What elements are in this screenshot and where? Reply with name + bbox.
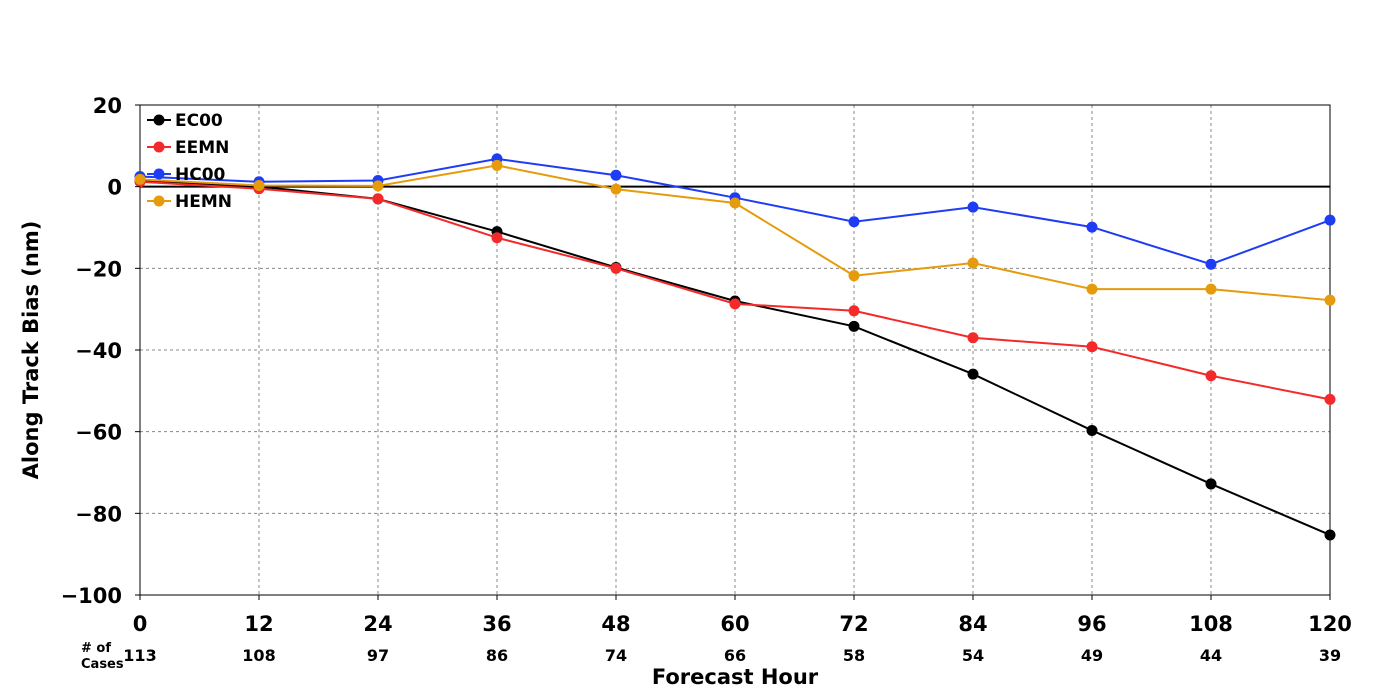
case-count: 113 bbox=[123, 646, 156, 665]
data-point-ec00 bbox=[1086, 424, 1098, 436]
y-axis-title: Along Track Bias (nm) bbox=[19, 221, 43, 480]
case-counts: 113 108 97 86 74 66 58 54 49 44 39 bbox=[123, 646, 1341, 665]
data-point-ec00 bbox=[1205, 478, 1217, 490]
case-count: 54 bbox=[962, 646, 984, 665]
data-point-hc00 bbox=[610, 169, 622, 181]
legend-label-ec00: EC00 bbox=[175, 111, 223, 131]
y-tick-labels: 20 0 −20 −40 −60 −80 −100 bbox=[61, 94, 140, 608]
data-point-hc00 bbox=[1324, 214, 1336, 226]
legend-marker-ec00 bbox=[153, 114, 165, 126]
series-hemn bbox=[134, 159, 1336, 306]
data-point-eemn bbox=[1205, 370, 1217, 382]
data-point-eemn bbox=[967, 332, 979, 344]
data-point-hemn bbox=[491, 159, 503, 171]
data-point-eemn bbox=[1324, 393, 1336, 405]
data-point-hemn bbox=[1086, 283, 1098, 295]
x-tick-label: 48 bbox=[601, 612, 630, 636]
data-point-hemn bbox=[372, 180, 384, 192]
series-lines bbox=[134, 153, 1336, 541]
case-count: 58 bbox=[843, 646, 865, 665]
cases-label-line-1: # of bbox=[81, 641, 111, 656]
data-point-eemn bbox=[491, 232, 503, 244]
y-tick-label: −100 bbox=[61, 584, 122, 608]
y-tick-label: 0 bbox=[107, 176, 122, 200]
y-tick-label: −40 bbox=[75, 339, 122, 363]
y-tick-label: 20 bbox=[93, 94, 122, 118]
series-line-hc00 bbox=[139, 157, 1331, 266]
legend-marker-eemn bbox=[153, 141, 165, 153]
legend-item-eemn: EEMN bbox=[147, 138, 229, 158]
data-point-hemn bbox=[967, 257, 979, 269]
x-tick-label: 96 bbox=[1077, 612, 1106, 636]
data-point-eemn bbox=[610, 262, 622, 274]
legend-label-hc00: HC00 bbox=[175, 165, 226, 185]
data-point-eemn bbox=[848, 305, 860, 317]
legend-item-ec00: EC00 bbox=[147, 111, 223, 131]
legend-label-hemn: HEMN bbox=[175, 192, 232, 212]
data-point-hc00 bbox=[1086, 221, 1098, 233]
y-tick-label: −80 bbox=[75, 502, 122, 526]
x-tick-label: 0 bbox=[133, 612, 148, 636]
legend-item-hemn: HEMN bbox=[147, 192, 232, 212]
case-count: 108 bbox=[242, 646, 275, 665]
case-count: 66 bbox=[724, 646, 746, 665]
data-point-eemn bbox=[729, 298, 741, 310]
series-hc00 bbox=[134, 153, 1336, 270]
case-count: 44 bbox=[1200, 646, 1222, 665]
case-count: 74 bbox=[605, 646, 627, 665]
x-tick-label: 120 bbox=[1308, 612, 1352, 636]
data-point-hemn bbox=[253, 179, 265, 191]
data-point-hemn bbox=[1324, 294, 1336, 306]
case-count: 97 bbox=[367, 646, 389, 665]
data-point-hemn bbox=[610, 183, 622, 195]
x-tick-label: 108 bbox=[1189, 612, 1233, 636]
data-point-hemn bbox=[1205, 283, 1217, 295]
data-point-hc00 bbox=[1205, 258, 1217, 270]
grid bbox=[140, 105, 1330, 595]
x-tick-label: 36 bbox=[482, 612, 511, 636]
x-tick-label: 60 bbox=[720, 612, 749, 636]
data-point-ec00 bbox=[1324, 529, 1336, 541]
legend-marker-hemn bbox=[153, 195, 165, 207]
legend-label-eemn: EEMN bbox=[175, 138, 229, 158]
cases-label-line-2: Cases bbox=[81, 657, 124, 672]
x-tick-label: 84 bbox=[958, 612, 987, 636]
x-tick-label: 24 bbox=[363, 612, 392, 636]
data-point-eemn bbox=[372, 193, 384, 205]
y-tick-label: −20 bbox=[75, 257, 122, 281]
case-count: 49 bbox=[1081, 646, 1103, 665]
x-axis-title: Forecast Hour bbox=[652, 665, 819, 689]
x-tick-label: 12 bbox=[244, 612, 273, 636]
case-count: 86 bbox=[486, 646, 508, 665]
legend-item-hc00: HC00 bbox=[147, 165, 226, 185]
data-point-hc00 bbox=[967, 201, 979, 213]
x-tick-label: 72 bbox=[839, 612, 868, 636]
data-point-hemn bbox=[134, 173, 146, 185]
legend-marker-hc00 bbox=[153, 168, 165, 180]
data-point-ec00 bbox=[848, 320, 860, 332]
legend: EC00 EEMN HC00 HEMN bbox=[147, 111, 232, 212]
case-count: 39 bbox=[1319, 646, 1341, 665]
data-point-ec00 bbox=[967, 368, 979, 380]
data-point-hc00 bbox=[848, 216, 860, 228]
y-tick-label: −60 bbox=[75, 421, 122, 445]
data-point-hemn bbox=[848, 270, 860, 282]
data-point-eemn bbox=[1086, 341, 1098, 353]
data-point-hemn bbox=[729, 197, 741, 209]
x-tick-labels: 0 12 24 36 48 60 72 84 96 108 120 bbox=[133, 595, 1352, 636]
